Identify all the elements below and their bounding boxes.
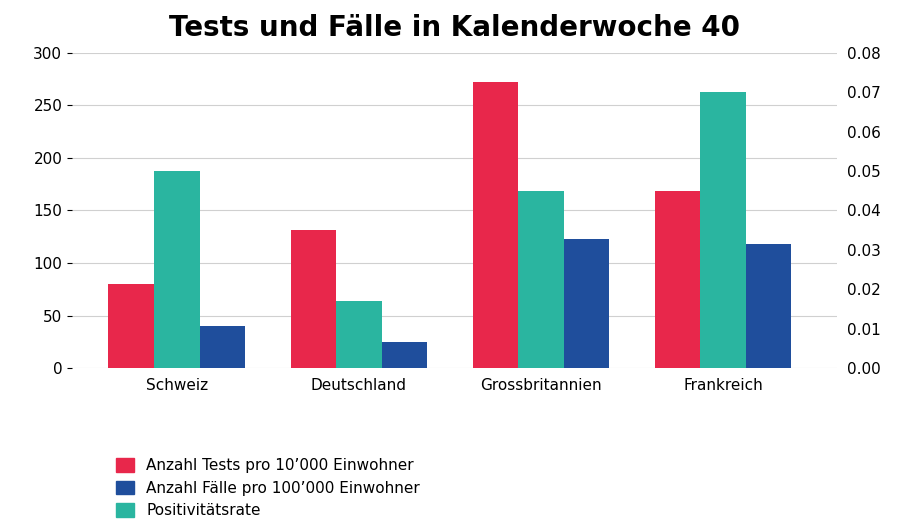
Bar: [336, 301, 382, 368]
Bar: [154, 171, 200, 368]
Title: Tests und Fälle in Kalenderwoche 40: Tests und Fälle in Kalenderwoche 40: [169, 14, 740, 42]
Bar: [746, 244, 791, 368]
Bar: [382, 342, 427, 368]
Bar: [700, 92, 746, 368]
Bar: [200, 326, 245, 368]
Bar: [563, 239, 609, 368]
Legend: Anzahl Tests pro 10’000 Einwohner, Anzahl Fälle pro 100’000 Einwohner, Positivit: Anzahl Tests pro 10’000 Einwohner, Anzah…: [115, 458, 420, 518]
Bar: [291, 230, 336, 368]
Bar: [108, 284, 154, 368]
Bar: [472, 82, 518, 368]
Bar: [655, 191, 700, 368]
Bar: [518, 191, 563, 368]
